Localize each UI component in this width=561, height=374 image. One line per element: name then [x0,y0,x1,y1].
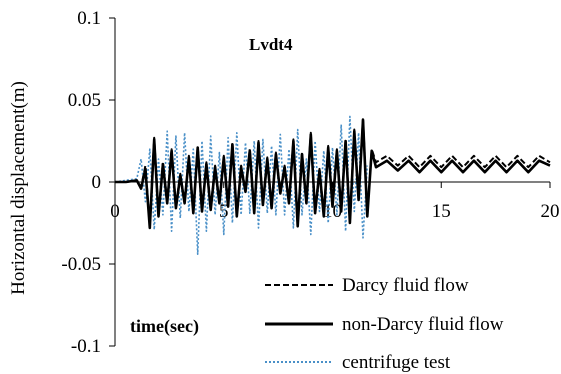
x-tick-label: 0 [110,201,120,222]
legend-label-centrifuge: centrifuge test [342,352,451,373]
x-ticks: 0 5 10 15 20 [110,182,560,222]
series-layer [114,115,551,255]
series-non-darcy-line [115,118,551,230]
chart-title: Lvdt4 [249,35,293,54]
legend-label-darcy: Darcy fluid flow [342,275,469,296]
y-tick-label: 0.05 [68,90,101,111]
time-annotation: time(sec) [130,316,199,337]
series-centrifuge-line [114,115,369,255]
y-axis-label: Horizontal displacement(m) [8,81,29,295]
legend-label-non-darcy: non-Darcy fluid flow [342,314,504,335]
y-tick-label: 0 [92,172,102,193]
x-tick-label: 5 [219,201,229,222]
x-tick-label: 20 [541,201,560,222]
y-tick-label: 0.1 [77,8,101,29]
x-tick-label: 15 [432,201,451,222]
y-tick-label: -0.1 [71,336,101,357]
y-ticks: 0.1 0.05 0 -0.05 -0.1 [61,8,115,357]
y-tick-label: -0.05 [61,254,101,275]
legend: Darcy fluid flow non-Darcy fluid flow ce… [265,275,504,373]
